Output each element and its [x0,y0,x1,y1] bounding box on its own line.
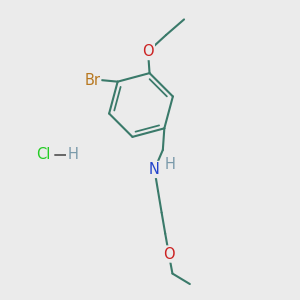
Text: O: O [142,44,154,59]
Text: H: H [67,147,78,162]
Text: H: H [165,157,176,172]
Text: N: N [149,162,160,177]
Text: Br: Br [84,73,100,88]
Text: Cl: Cl [36,147,51,162]
Text: O: O [163,247,175,262]
